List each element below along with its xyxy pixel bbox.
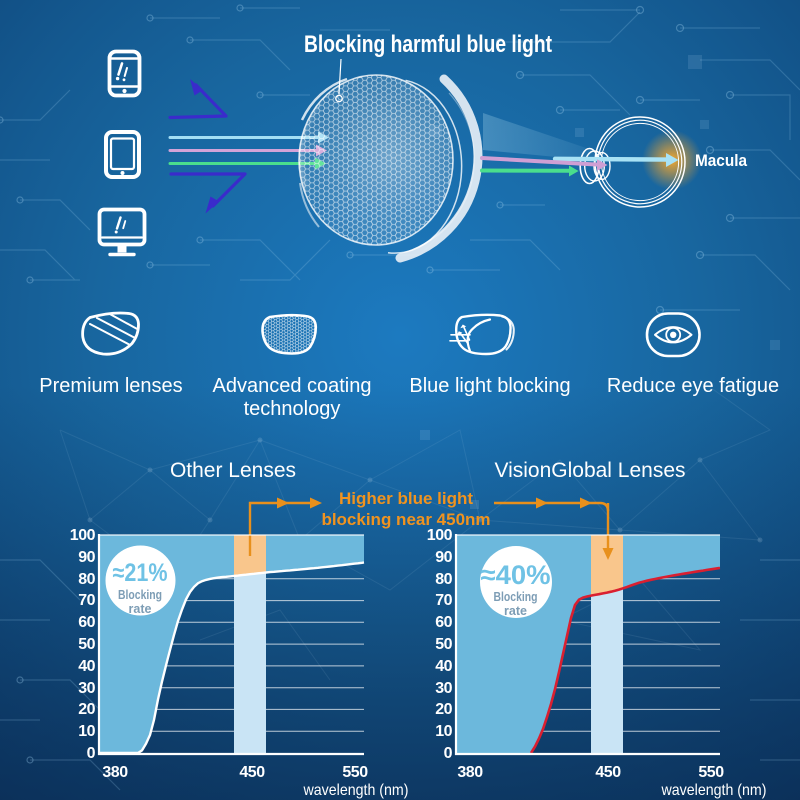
svg-text:50: 50 [78,636,95,653]
svg-text:30: 30 [78,680,95,697]
svg-text:380: 380 [457,764,483,781]
svg-text:70: 70 [435,592,452,609]
svg-text:0: 0 [87,745,96,762]
svg-text:20: 20 [435,701,452,718]
svg-text:10: 10 [78,723,95,740]
svg-text:VisionGlobal Lenses: VisionGlobal Lenses [494,459,685,482]
svg-text:450: 450 [595,764,621,781]
svg-text:450: 450 [239,764,265,781]
svg-text:50: 50 [435,636,452,653]
svg-text:60: 60 [435,614,452,631]
svg-text:80: 80 [78,571,95,588]
svg-text:Other Lenses: Other Lenses [170,459,296,482]
svg-text:technology: technology [244,398,341,420]
svg-text:Macula: Macula [695,152,748,170]
svg-text:Blocking harmful blue light: Blocking harmful blue light [304,31,552,58]
svg-text:100: 100 [70,527,96,544]
svg-text:70: 70 [78,592,95,609]
svg-text:80: 80 [435,571,452,588]
svg-text:Blocking: Blocking [494,590,538,604]
svg-text:90: 90 [78,549,95,566]
svg-text:40: 40 [435,658,452,675]
svg-text:550: 550 [342,764,368,781]
svg-text:Blocking: Blocking [118,588,162,602]
svg-text:blocking near 450nm: blocking near 450nm [321,510,490,529]
svg-text:380: 380 [102,764,128,781]
svg-text:100: 100 [427,527,453,544]
svg-text:90: 90 [435,549,452,566]
svg-text:60: 60 [78,614,95,631]
svg-text:20: 20 [78,701,95,718]
svg-text:wavelength (nm): wavelength (nm) [661,782,767,799]
svg-text:Higher blue light: Higher blue light [339,489,473,508]
svg-text:30: 30 [435,680,452,697]
svg-text:rate: rate [504,604,527,618]
svg-text:40: 40 [78,658,95,675]
svg-text:0: 0 [444,745,453,762]
svg-text:Premium lenses: Premium lenses [39,375,182,397]
svg-text:Blue light blocking: Blue light blocking [409,375,570,397]
svg-text:wavelength (nm): wavelength (nm) [303,782,409,799]
svg-text:Advanced coating: Advanced coating [212,375,371,397]
svg-text:≈21%: ≈21% [113,559,168,587]
svg-text:10: 10 [435,723,452,740]
svg-text:≈40%: ≈40% [481,560,551,590]
svg-text:Reduce eye fatigue: Reduce eye fatigue [607,375,779,397]
svg-text:rate: rate [129,602,152,616]
svg-text:550: 550 [698,764,724,781]
